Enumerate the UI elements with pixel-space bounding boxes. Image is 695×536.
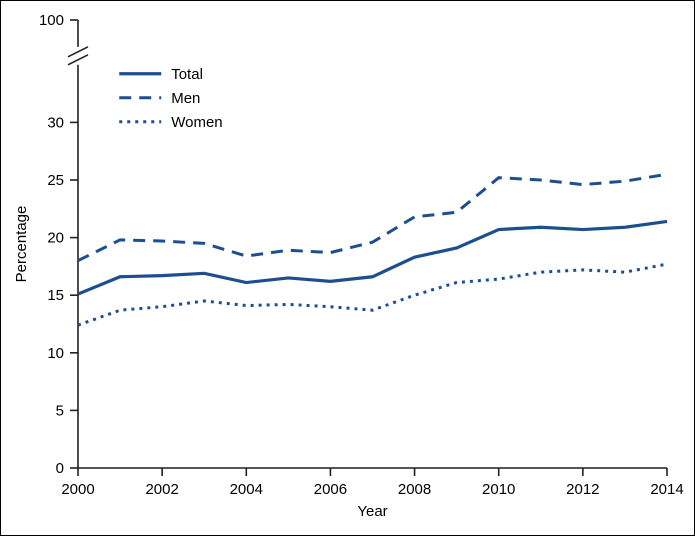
y-axis-label: Percentage (13, 206, 30, 283)
x-tick-label: 2006 (314, 481, 347, 498)
series-men (78, 174, 667, 260)
y-tick-label: 30 (47, 114, 64, 131)
y-tick-label: 0 (56, 460, 64, 477)
y-tick-label: 100 (39, 12, 64, 29)
y-tick-label: 10 (47, 345, 64, 362)
x-tick-label: 2008 (398, 481, 431, 498)
x-tick-label: 2014 (650, 481, 683, 498)
y-tick-label: 25 (47, 172, 64, 189)
line-chart: 0 5 10 15 20 25 30 100 2000 2002 2004 2006 2008 2010 2… (0, 0, 695, 536)
x-tick-label: 2002 (145, 481, 178, 498)
x-axis-label: Year (357, 503, 387, 520)
legend: Total Men Women (119, 66, 222, 131)
x-tick-label: 2004 (230, 481, 263, 498)
legend-label-women: Women (171, 114, 222, 131)
y-tick-label: 20 (47, 230, 64, 247)
x-tick-label: 2010 (482, 481, 515, 498)
legend-label-men: Men (171, 90, 200, 107)
y-tick-label: 5 (56, 402, 64, 419)
series-total (78, 221, 667, 294)
y-tick-label: 15 (47, 287, 64, 304)
x-tick-label: 2000 (61, 481, 94, 498)
x-tick-label: 2012 (566, 481, 599, 498)
legend-label-total: Total (171, 66, 203, 83)
series-women (78, 264, 667, 325)
